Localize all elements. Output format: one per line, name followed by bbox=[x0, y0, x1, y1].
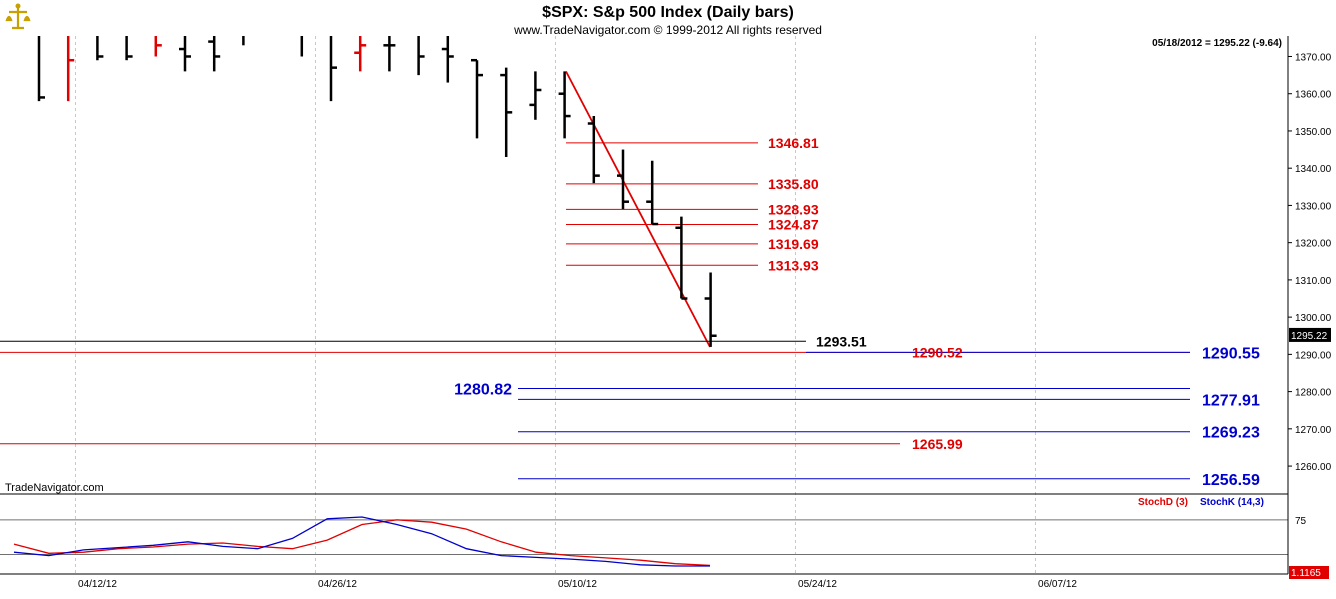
blue-projection-label: 1256.59 bbox=[1202, 472, 1260, 489]
fib-level-label: 1346.81 bbox=[768, 135, 819, 151]
y-tick-label: 1320.00 bbox=[1295, 239, 1332, 250]
logo-icon bbox=[4, 2, 32, 32]
fib-level-label: 1319.69 bbox=[768, 236, 819, 252]
blue-projection-label-left: 1280.82 bbox=[454, 382, 512, 399]
blue-projection-label: 1277.91 bbox=[1202, 392, 1260, 409]
copyright-subtitle: www.TradeNavigator.com © 1999-2012 All r… bbox=[513, 23, 822, 37]
y-tick-label: 1330.00 bbox=[1295, 201, 1332, 212]
stoch-last-tag bbox=[1289, 566, 1329, 579]
watermark: TradeNavigator.com bbox=[5, 482, 104, 494]
y-tick-label: 1290.00 bbox=[1295, 350, 1332, 361]
red-level-label: 1265.99 bbox=[912, 436, 963, 452]
y-tick-label: 1360.00 bbox=[1295, 90, 1332, 101]
y-tick-label: 1370.00 bbox=[1295, 52, 1332, 63]
y-tick-label: 1260.00 bbox=[1295, 462, 1332, 473]
y-tick-label: 1280.00 bbox=[1295, 388, 1332, 399]
y-tick-label: 1310.00 bbox=[1295, 276, 1332, 287]
last-price-tag bbox=[1289, 327, 1331, 342]
y-tick-label: 1270.00 bbox=[1295, 425, 1332, 436]
legend-stochk: StochK (14,3) bbox=[1200, 497, 1264, 508]
x-tick-label: 06/07/12 bbox=[1038, 579, 1077, 590]
y-tick-label: 1340.00 bbox=[1295, 164, 1332, 175]
legend-stochd: StochD (3) bbox=[1138, 497, 1188, 508]
x-tick-label: 05/24/12 bbox=[798, 579, 837, 590]
blue-projection-label: 1290.55 bbox=[1202, 345, 1260, 362]
y-tick-label: 1300.00 bbox=[1295, 313, 1332, 324]
fib-level-label: 1313.93 bbox=[768, 257, 819, 273]
x-tick-label: 05/10/12 bbox=[558, 579, 597, 590]
blue-projection-label: 1269.23 bbox=[1202, 425, 1260, 442]
y-tick-label: 1350.00 bbox=[1295, 127, 1332, 138]
fib-level-label: 1335.80 bbox=[768, 176, 819, 192]
support-label: 1293.51 bbox=[816, 333, 867, 349]
fib-level-label: 1328.93 bbox=[768, 201, 819, 217]
last-price-readout: 05/18/2012 = 1295.22 (-9.64) bbox=[1152, 38, 1282, 49]
fib-level-label: 1324.87 bbox=[768, 217, 819, 233]
last-price-tag-label: 1295.22 bbox=[1291, 331, 1328, 342]
x-tick-label: 04/26/12 bbox=[318, 579, 357, 590]
red-level-label: 1290.52 bbox=[912, 344, 963, 360]
stoch-series-line bbox=[13, 519, 711, 567]
stoch-last-tag-label: 1.1165 bbox=[1291, 568, 1321, 579]
x-tick-label: 04/12/12 bbox=[78, 579, 117, 590]
stoch-series-line bbox=[13, 516, 710, 567]
stoch-y-tick-label: 75 bbox=[1295, 516, 1307, 527]
chart-title: $SPX: S&p 500 Index (Daily bars) bbox=[542, 4, 794, 21]
